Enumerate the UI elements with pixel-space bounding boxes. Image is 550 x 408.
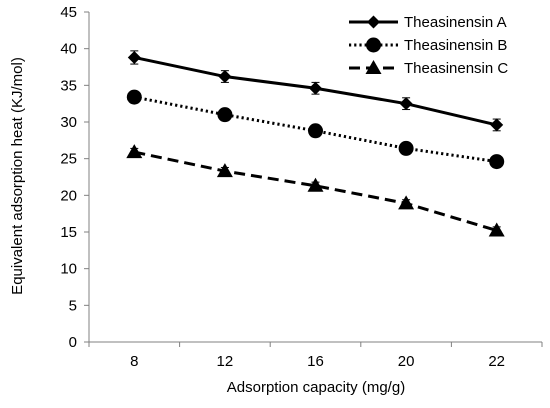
legend-label: Theasinensin A [404, 14, 507, 31]
y-axis-title: Equivalent adsorption heat (KJ/mol) [9, 57, 26, 295]
x-tick-label: 22 [488, 353, 505, 370]
y-tick-label: 25 [60, 151, 77, 168]
series-layer [126, 50, 505, 237]
legend-label: Theasinensin B [404, 37, 507, 54]
legend-label: Theasinensin C [404, 60, 508, 77]
y-tick-label: 40 [60, 41, 77, 58]
diamond-marker [367, 15, 380, 29]
x-tick-label: 16 [307, 353, 324, 370]
y-tick-label: 30 [60, 114, 77, 131]
circle-marker [126, 89, 142, 105]
diamond-marker [490, 118, 504, 132]
triangle-marker [365, 60, 382, 74]
triangle-marker [488, 222, 505, 237]
triangle-marker [126, 144, 143, 159]
series-line [134, 95, 497, 164]
legend-item-3: Theasinensin C [349, 60, 508, 77]
diamond-marker [399, 97, 413, 111]
circle-marker [489, 154, 505, 170]
diamond-marker [127, 50, 141, 64]
triangle-marker [398, 195, 415, 210]
series-3 [126, 144, 505, 237]
circle-marker [366, 37, 381, 53]
y-tick-label: 45 [60, 4, 77, 21]
legend-item-2: Theasinensin B [349, 37, 507, 54]
axes-layer: 0 5 10 15 20 25 30 35 40 45 8 12 16 20 22 [60, 4, 543, 370]
diamond-marker [218, 70, 232, 84]
legend-item-1: Theasinensin A [349, 14, 507, 31]
y-tick-label: 5 [69, 297, 77, 314]
circle-marker [217, 107, 233, 123]
legend: Theasinensin A Theasinensin B Theasinensin… [349, 14, 508, 77]
series-1 [127, 50, 504, 132]
y-tick-label: 10 [60, 261, 77, 278]
y-tick-label: 0 [69, 334, 77, 351]
triangle-marker [216, 163, 233, 178]
circle-marker [308, 123, 323, 139]
series-2 [126, 89, 505, 170]
x-axis-title: Adsorption capacity (mg/g) [227, 379, 405, 396]
x-tick-label: 20 [398, 353, 415, 370]
y-tick-label: 20 [60, 187, 77, 204]
y-tick-label: 35 [60, 77, 77, 94]
triangle-marker [307, 177, 324, 192]
y-tick-label: 15 [60, 224, 77, 241]
series-line [133, 150, 498, 232]
x-tick-label: 8 [130, 353, 138, 370]
circle-marker [398, 140, 414, 156]
x-tick-label: 12 [217, 353, 234, 370]
diamond-marker [309, 81, 322, 95]
